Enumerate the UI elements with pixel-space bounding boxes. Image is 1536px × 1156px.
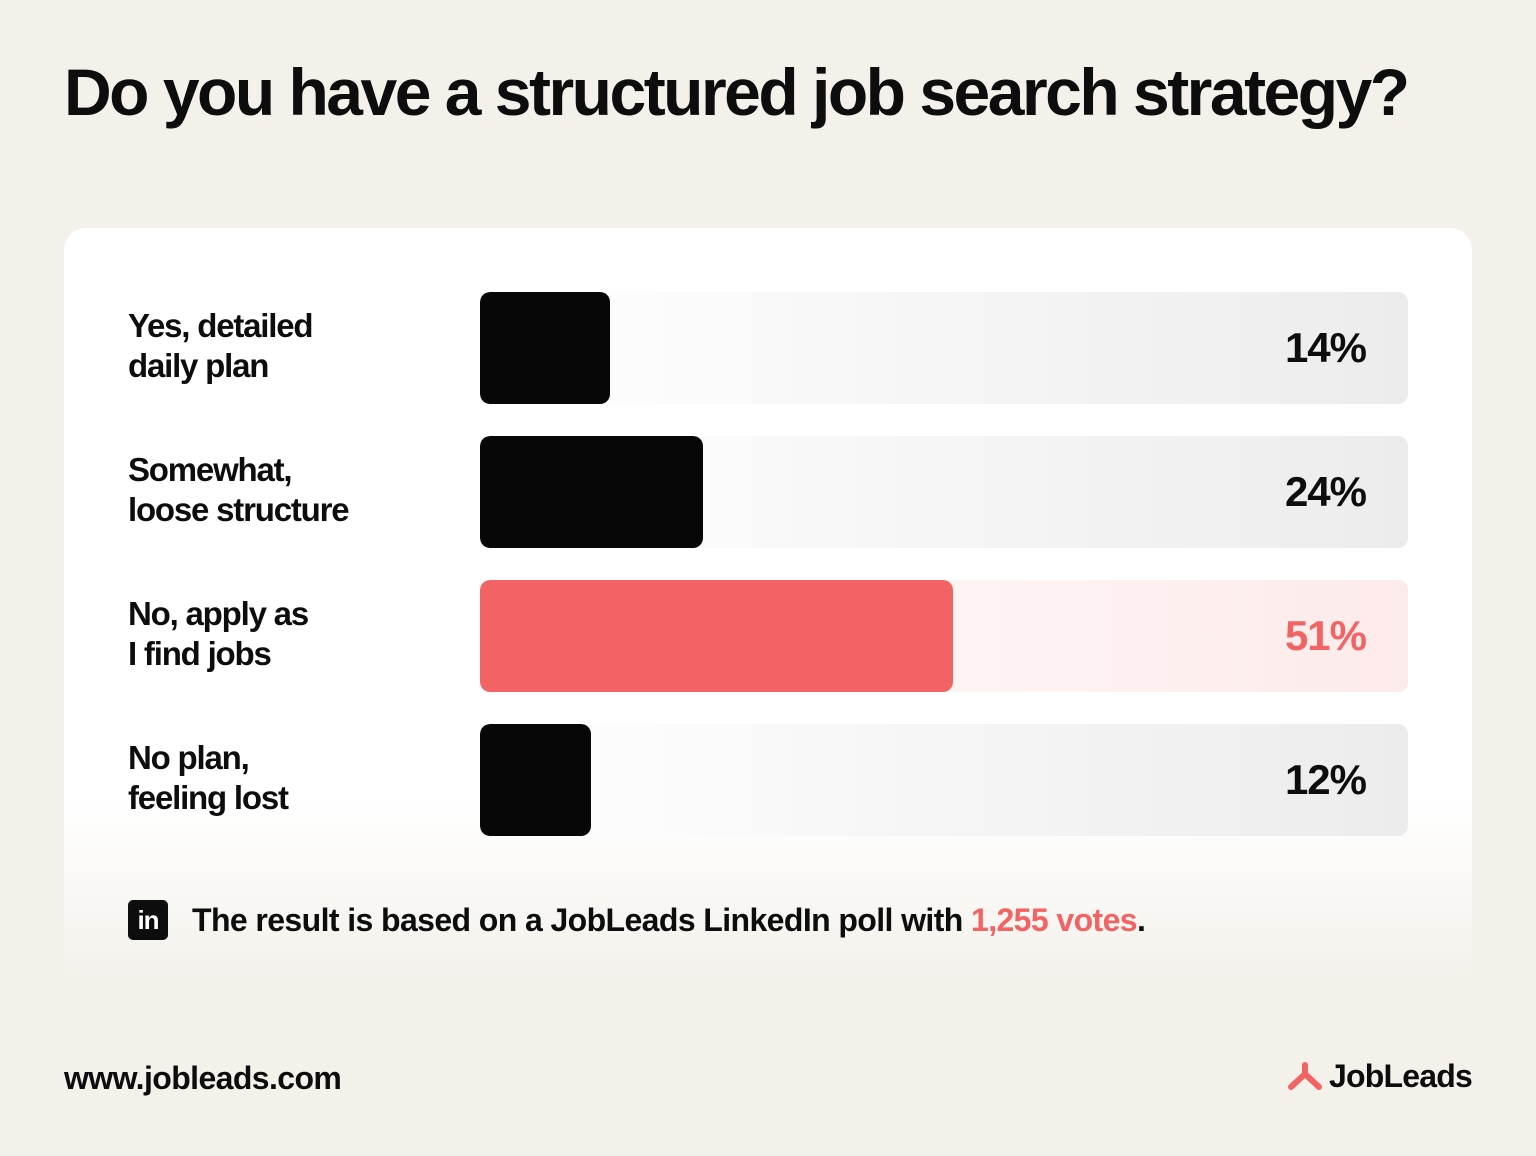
website-link[interactable]: www.jobleads.com — [64, 1060, 342, 1096]
category-label: Yes, detailed daily plan — [128, 306, 428, 386]
value-label: 51% — [1284, 612, 1367, 659]
bar — [480, 436, 703, 548]
value-label: 14% — [1284, 324, 1367, 371]
bar — [480, 580, 953, 692]
poll-card: Yes, detailed daily plan 14% Somewhat, loose… — [64, 228, 1472, 980]
bar-track: 24% — [480, 436, 1408, 548]
vote-count: 1,255 votes — [971, 901, 1138, 938]
bar-row: Yes, detailed daily plan 14% — [64, 292, 1472, 404]
bar-row: No, apply as I find jobs 51% — [64, 580, 1472, 692]
source-text: The result is based on a JobLeads Linked… — [192, 901, 1146, 939]
source-text-after: . — [1136, 901, 1146, 938]
value-label: 12% — [1284, 756, 1367, 803]
value-label: 24% — [1284, 468, 1367, 515]
category-label-line: daily plan — [128, 347, 269, 384]
brand-name: JobLeads — [1329, 1058, 1473, 1094]
category-label-line: No, apply as — [128, 595, 309, 632]
category-label-line: Yes, detailed — [128, 307, 314, 344]
category-label-line: loose structure — [128, 491, 350, 528]
jobleads-brand: JobLeads — [1287, 1058, 1473, 1095]
category-label: No plan, feeling lost — [128, 738, 428, 818]
category-label-line: No plan, — [128, 739, 250, 776]
bar-track: 12% — [480, 724, 1408, 836]
category-label-line: I find jobs — [128, 635, 272, 672]
bar-row: Somewhat, loose structure 24% — [64, 436, 1472, 548]
bar-row: No plan, feeling lost 12% — [64, 724, 1472, 836]
bar-track: 51% — [480, 580, 1408, 692]
bar-track: 14% — [480, 292, 1408, 404]
bar — [480, 724, 591, 836]
source-text-before: The result is based on a JobLeads Linked… — [192, 901, 971, 938]
bar — [480, 292, 610, 404]
category-label: Somewhat, loose structure — [128, 450, 428, 530]
category-label-line: feeling lost — [128, 779, 289, 816]
jobleads-logo-icon — [1288, 1061, 1323, 1090]
page-title: Do you have a structured job search stra… — [64, 55, 1410, 129]
category-label-line: Somewhat, — [128, 451, 293, 488]
category-label: No, apply as I find jobs — [128, 594, 428, 674]
poll-source-note: in The result is based on a JobLeads Lin… — [128, 900, 1146, 940]
linkedin-icon: in — [128, 900, 168, 940]
